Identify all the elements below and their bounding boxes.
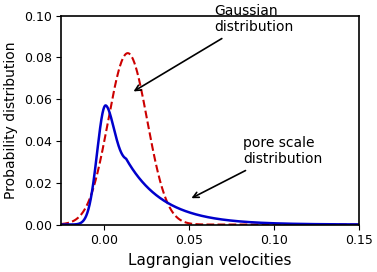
Text: pore scale
distribution: pore scale distribution (193, 136, 323, 197)
Text: Gaussian
distribution: Gaussian distribution (135, 4, 294, 91)
Y-axis label: Probability distribution: Probability distribution (4, 41, 18, 199)
X-axis label: Lagrangian velocities: Lagrangian velocities (129, 253, 292, 268)
